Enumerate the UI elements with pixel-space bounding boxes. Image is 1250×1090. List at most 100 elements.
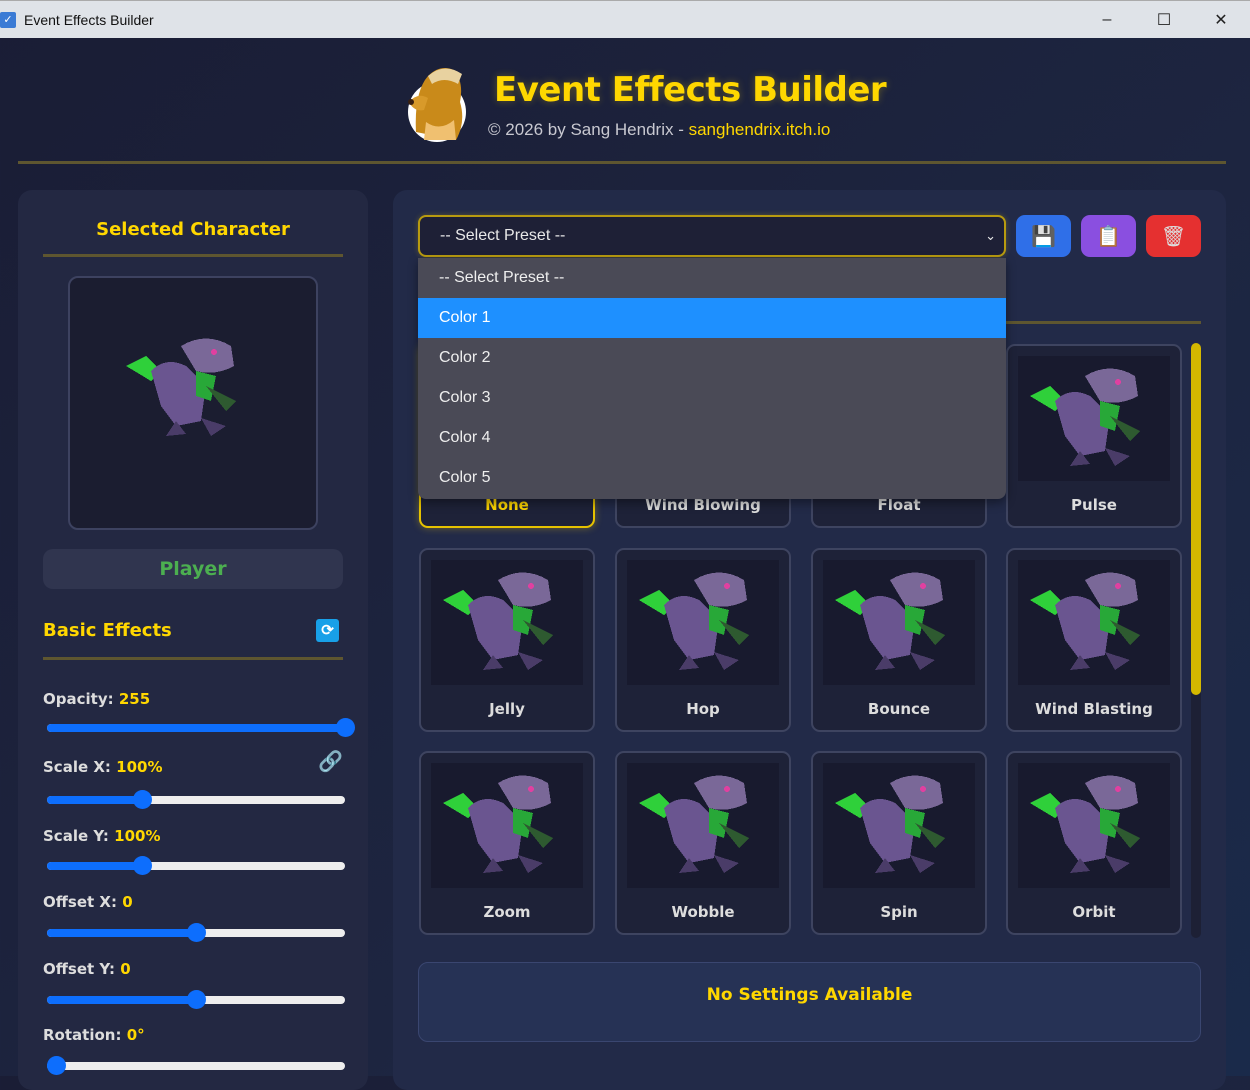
floppy-disk-icon: 💾 [1031, 225, 1056, 248]
effect-card[interactable]: Bounce [811, 548, 987, 732]
effect-name: Bounce [867, 700, 931, 718]
preset-option[interactable]: Color 5 [439, 469, 491, 486]
slider-fill [47, 724, 345, 732]
divider [43, 254, 343, 257]
character-sprite [1030, 368, 1140, 466]
character-sprite [126, 338, 236, 436]
effect-card[interactable]: Zoom [419, 751, 595, 935]
character-sprite [639, 572, 749, 670]
effect-preview [823, 560, 975, 685]
slider-label: Scale Y: 100% [43, 827, 161, 845]
effect-preview [431, 560, 583, 685]
slider-value: 100% [116, 758, 163, 776]
slider-label: Scale X: 100% [43, 758, 163, 776]
slider-label: Rotation: 0° [43, 1026, 145, 1044]
slider-thumb[interactable] [133, 790, 153, 809]
slider-value: 255 [118, 690, 151, 708]
slider-fill [47, 929, 196, 937]
preset-option[interactable]: Color 3 [439, 389, 491, 406]
effect-name: None [485, 496, 529, 514]
settings-box: No Settings Available [418, 962, 1201, 1042]
slider-scalex[interactable] [47, 790, 345, 809]
slider-thumb[interactable] [187, 923, 206, 942]
character-panel: Selected Character Player Basic Effects … [18, 190, 368, 1090]
slider-scaley[interactable] [47, 856, 345, 875]
slider-label: Opacity: 255 [43, 690, 150, 708]
character-sprite [835, 572, 945, 670]
effect-card[interactable]: Hop [615, 548, 791, 732]
character-sprite [443, 572, 553, 670]
effect-card[interactable]: Wobble [615, 751, 791, 935]
refresh-icon: ⟳ [321, 622, 334, 639]
slider-label-text: Scale X: [43, 758, 111, 776]
effect-card[interactable]: Wind Blasting [1006, 548, 1182, 732]
scrollbar-thumb[interactable] [1191, 343, 1201, 695]
slider-value: 0° [126, 1026, 145, 1044]
preset-option[interactable]: -- Select Preset -- [439, 269, 565, 286]
slider-thumb[interactable] [336, 718, 355, 737]
divider [43, 657, 343, 660]
character-sprite [1030, 572, 1140, 670]
character-sprite [639, 775, 749, 873]
effect-card[interactable]: Jelly [419, 548, 595, 732]
slider-fill [47, 996, 196, 1004]
slider-opacity[interactable] [47, 718, 355, 737]
no-settings-message: No Settings Available [706, 985, 913, 1005]
effect-preview [1018, 763, 1170, 888]
slider-thumb[interactable] [133, 856, 153, 875]
preset-option[interactable]: Color 2 [439, 349, 491, 366]
effect-name: Hop [686, 700, 720, 718]
preset-option[interactable]: Color 1 [418, 298, 1006, 338]
effect-name: Wind Blasting [1035, 700, 1153, 718]
save-preset-button[interactable]: 💾 [1016, 215, 1071, 257]
effect-name: Wobble [671, 903, 735, 921]
effect-name: Spin [880, 903, 918, 921]
trash-icon: 🗑 [1160, 225, 1187, 248]
character-sprite [1030, 775, 1140, 873]
title-bar: ✓ Event Effects Builder – ☐ ✕ [0, 0, 1250, 38]
effect-name: Jelly [489, 700, 525, 718]
delete-preset-button[interactable]: 🗑 [1146, 215, 1201, 257]
effect-name: Orbit [1072, 903, 1116, 921]
clipboard-icon: 📋 [1096, 225, 1121, 248]
effect-name: Wind Blowing [645, 496, 761, 514]
app-icon: ✓ [0, 11, 16, 28]
slider-rotation[interactable] [46, 1056, 345, 1075]
effect-card[interactable]: Spin [811, 751, 987, 935]
slider-offsetx[interactable] [47, 923, 345, 942]
preset-option[interactable]: Color 4 [439, 429, 491, 446]
link-scale-icon[interactable]: 🔗 [318, 751, 343, 773]
header-divider [18, 161, 1226, 164]
effect-card[interactable]: Orbit [1006, 751, 1182, 935]
slider-label-text: Offset X: [43, 893, 117, 911]
slider-value: 0 [120, 960, 131, 978]
preset-select[interactable]: -- Select Preset -- ⌄ [418, 215, 1006, 257]
slider-label-text: Offset Y: [43, 960, 115, 978]
preset-selected: -- Select Preset -- [440, 227, 566, 244]
effect-name: Float [877, 496, 921, 514]
slider-thumb[interactable] [187, 990, 206, 1009]
copy-preset-button[interactable]: 📋 [1081, 215, 1136, 257]
selected-character-title: Selected Character [96, 219, 290, 240]
slider-label: Offset Y: 0 [43, 960, 131, 978]
character-sprite [835, 775, 945, 873]
reset-button[interactable]: ⟳ [316, 619, 339, 642]
effect-preview [431, 763, 583, 888]
credit-line: © 2026 by Sang Hendrix - sanghendrix.itc… [488, 120, 830, 140]
slider-value: 0 [122, 893, 133, 911]
minimize-button[interactable]: – [1102, 11, 1112, 28]
preset-dropdown-list: -- Select Preset -- Color 1 Color 2 Color 3… [418, 258, 1006, 499]
slider-offsety[interactable] [47, 990, 345, 1009]
effect-card[interactable]: Pulse [1006, 344, 1182, 528]
slider-value: 100% [114, 827, 161, 845]
chevron-down-icon: ⌄ [985, 228, 996, 243]
itch-link[interactable]: sanghendrix.itch.io [688, 120, 831, 139]
character-name: Player [43, 549, 343, 589]
close-button[interactable]: ✕ [1214, 12, 1228, 29]
effect-preview [1018, 560, 1170, 685]
credit-text: © 2026 by Sang Hendrix - [488, 120, 689, 139]
character-sprite [443, 775, 553, 873]
maximize-button[interactable]: ☐ [1156, 12, 1172, 29]
slider-fill [47, 862, 143, 870]
slider-thumb[interactable] [46, 1056, 66, 1075]
